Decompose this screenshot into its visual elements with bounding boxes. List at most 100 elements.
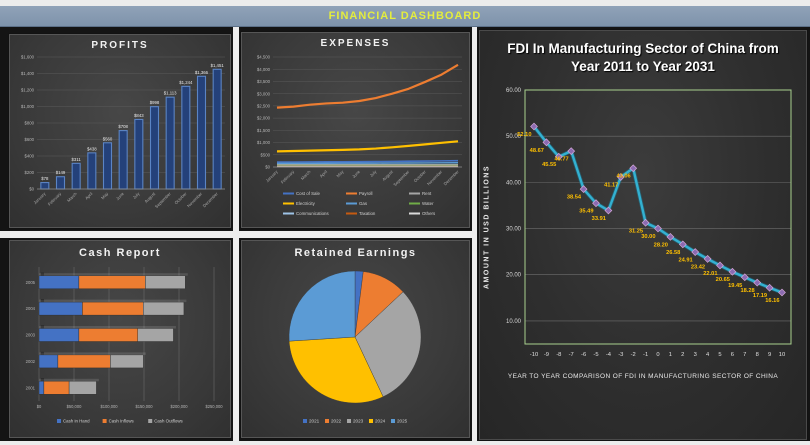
svg-text:-8: -8 xyxy=(556,352,561,358)
svg-text:November: November xyxy=(186,191,204,209)
svg-text:November: November xyxy=(426,169,444,187)
svg-text:$250,000: $250,000 xyxy=(205,404,223,409)
svg-text:$1,200: $1,200 xyxy=(21,88,35,93)
svg-text:$600: $600 xyxy=(24,137,34,142)
svg-text:December: December xyxy=(202,191,220,209)
svg-text:20.65: 20.65 xyxy=(716,278,730,284)
svg-text:10: 10 xyxy=(779,352,785,358)
svg-text:$2,500: $2,500 xyxy=(257,103,271,108)
svg-text:$0: $0 xyxy=(265,165,270,170)
retained-earnings-chart-title: Retained Earnings xyxy=(294,247,417,259)
top-margin-strip xyxy=(0,0,810,6)
retained-earnings-chart-panel[interactable]: Retained Earnings 2021 2022 2023 2024 2025 xyxy=(240,239,471,439)
svg-text:16.16: 16.16 xyxy=(765,298,779,304)
svg-text:$0: $0 xyxy=(29,187,34,192)
svg-text:February: February xyxy=(47,191,63,207)
svg-text:July: July xyxy=(369,169,378,178)
svg-text:7: 7 xyxy=(743,352,746,358)
svg-text:$438: $438 xyxy=(87,146,97,151)
svg-text:19.45: 19.45 xyxy=(728,283,742,289)
svg-text:$149: $149 xyxy=(56,170,66,175)
profits-chart-title: PROFITS xyxy=(91,40,149,51)
svg-text:35.49: 35.49 xyxy=(579,209,593,215)
svg-text:46.77: 46.77 xyxy=(554,157,568,163)
svg-text:April: April xyxy=(319,169,329,179)
svg-text:2: 2 xyxy=(681,352,684,358)
svg-text:8: 8 xyxy=(756,352,759,358)
svg-text:1: 1 xyxy=(669,352,672,358)
svg-text:May: May xyxy=(100,191,110,201)
fdi-chart-panel[interactable]: FDI In Manufacturing Sector of China fro… xyxy=(478,29,808,441)
svg-text:$843: $843 xyxy=(134,113,144,118)
svg-text:-7: -7 xyxy=(569,352,574,358)
fdi-line-chart: 10.0020.0030.0040.0050.0060.0052.10-1048… xyxy=(506,88,792,358)
expenses-line-chart: $0 $500 $1,000 $1,500 $2,000 $2,500 $3,000 $3,5… xyxy=(257,55,462,216)
svg-text:Cost of Sale: Cost of Sale xyxy=(296,191,320,196)
svg-text:June: June xyxy=(351,169,361,179)
svg-text:2025: 2025 xyxy=(397,419,408,424)
cash-report-chart-panel[interactable]: Cash Report $0 $50,000 $100,000 $150,000 $20… xyxy=(8,239,232,439)
svg-text:$800: $800 xyxy=(24,121,34,126)
svg-text:April: April xyxy=(84,191,94,201)
svg-text:September: September xyxy=(392,169,410,187)
svg-text:4: 4 xyxy=(706,352,710,358)
svg-text:$311: $311 xyxy=(72,157,82,162)
svg-text:October: October xyxy=(173,191,187,205)
svg-text:$1,000: $1,000 xyxy=(257,140,271,145)
svg-text:31.25: 31.25 xyxy=(629,229,643,235)
svg-text:2024: 2024 xyxy=(375,419,386,424)
svg-text:38.54: 38.54 xyxy=(567,195,582,201)
svg-text:2001: 2001 xyxy=(26,385,36,390)
svg-text:Communications: Communications xyxy=(296,211,330,216)
svg-text:$1,000: $1,000 xyxy=(21,104,35,109)
svg-text:22.01: 22.01 xyxy=(703,271,717,277)
svg-text:$998: $998 xyxy=(150,100,160,105)
svg-text:-3: -3 xyxy=(618,352,623,358)
svg-text:March: March xyxy=(66,191,78,203)
svg-text:10.00: 10.00 xyxy=(506,319,522,325)
svg-text:$1,451: $1,451 xyxy=(211,63,225,68)
svg-text:Water: Water xyxy=(422,201,434,206)
svg-text:$500: $500 xyxy=(260,152,270,157)
svg-text:6: 6 xyxy=(731,352,734,358)
svg-text:5: 5 xyxy=(718,352,721,358)
svg-text:28.20: 28.20 xyxy=(654,243,668,249)
svg-text:Gas: Gas xyxy=(359,201,368,206)
svg-text:February: February xyxy=(280,169,296,185)
svg-text:June: June xyxy=(115,191,125,201)
svg-text:August: August xyxy=(381,169,394,182)
svg-text:2002: 2002 xyxy=(26,359,36,364)
svg-text:-5: -5 xyxy=(593,352,598,358)
expenses-chart-panel[interactable]: EXPENSES $0 $500 $1,000 $1,500 $2,000 $2,500 $… xyxy=(240,31,471,229)
svg-text:December: December xyxy=(443,169,461,187)
svg-text:40.00: 40.00 xyxy=(506,181,522,187)
svg-text:33.91: 33.91 xyxy=(592,216,606,222)
svg-text:-6: -6 xyxy=(581,352,586,358)
svg-text:18.28: 18.28 xyxy=(740,289,754,295)
svg-text:March: March xyxy=(300,169,312,181)
svg-text:50.00: 50.00 xyxy=(506,135,522,141)
svg-text:2021: 2021 xyxy=(309,419,320,424)
svg-text:Others: Others xyxy=(422,211,436,216)
svg-text:-9: -9 xyxy=(544,352,549,358)
svg-text:October: October xyxy=(413,169,427,183)
cash-report-stacked-bar-chart: $0 $50,000 $100,000 $150,000 $200,000 $250,00… xyxy=(26,267,223,424)
svg-text:2004: 2004 xyxy=(26,306,36,311)
svg-text:9: 9 xyxy=(768,352,771,358)
svg-text:May: May xyxy=(335,169,345,179)
svg-text:2023: 2023 xyxy=(353,419,364,424)
svg-text:30.00: 30.00 xyxy=(641,234,655,240)
dashboard-title: FINANCIAL DASHBOARD xyxy=(328,10,482,22)
svg-text:-2: -2 xyxy=(631,352,636,358)
profits-chart-panel[interactable]: PROFITS $0 $200 $400 $600 $800 $1,000 $1,200 $1… xyxy=(8,33,232,229)
svg-text:0: 0 xyxy=(656,352,659,358)
svg-text:$1,600: $1,600 xyxy=(21,55,35,60)
expenses-chart-title: EXPENSES xyxy=(320,38,391,49)
svg-text:$50,000: $50,000 xyxy=(67,404,83,409)
svg-text:3: 3 xyxy=(694,352,697,358)
svg-text:$3,500: $3,500 xyxy=(257,79,271,84)
svg-text:$560: $560 xyxy=(103,136,113,141)
svg-text:$1,113: $1,113 xyxy=(164,91,177,96)
svg-text:Electricity: Electricity xyxy=(296,201,316,206)
svg-text:January: January xyxy=(265,169,280,184)
